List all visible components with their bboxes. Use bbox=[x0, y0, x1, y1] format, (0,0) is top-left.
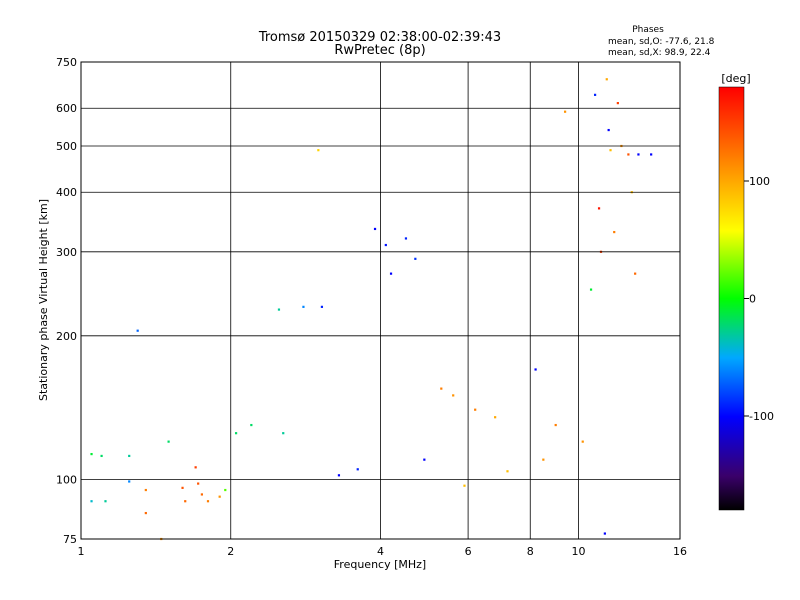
colorbar-label: [deg] bbox=[721, 72, 750, 85]
data-point bbox=[136, 329, 139, 332]
data-point bbox=[302, 305, 305, 308]
data-point bbox=[637, 153, 640, 156]
y-tick-label: 600 bbox=[56, 102, 77, 115]
data-point bbox=[414, 257, 417, 260]
data-point bbox=[167, 440, 170, 443]
x-tick-label: 10 bbox=[571, 545, 585, 558]
stats-x-mode: mean, sd,X: 98.9, 22.4 bbox=[608, 48, 711, 58]
data-point bbox=[90, 500, 93, 503]
stats-heading: Phases bbox=[632, 25, 664, 35]
x-tick-label: 8 bbox=[527, 545, 534, 558]
data-point bbox=[506, 470, 509, 473]
chart-subtitle: RwPretec (8p) bbox=[334, 43, 425, 58]
data-point bbox=[463, 484, 466, 487]
y-tick-label: 400 bbox=[56, 186, 77, 199]
data-point bbox=[320, 305, 324, 308]
data-point bbox=[181, 486, 184, 489]
data-point bbox=[494, 416, 497, 419]
data-point bbox=[597, 207, 601, 210]
data-point bbox=[616, 102, 619, 105]
x-tick-label: 2 bbox=[227, 545, 234, 558]
data-point bbox=[250, 423, 253, 427]
data-point bbox=[128, 480, 131, 483]
data-point bbox=[100, 454, 103, 458]
data-point bbox=[563, 110, 567, 113]
data-point bbox=[609, 149, 612, 152]
data-point bbox=[650, 153, 653, 156]
data-point bbox=[634, 272, 637, 275]
data-point bbox=[317, 149, 320, 152]
data-point bbox=[581, 440, 584, 443]
data-point bbox=[224, 488, 227, 492]
chart-title: Tromsø 20150329 02:38:00-02:39:43 bbox=[258, 30, 501, 45]
data-point bbox=[534, 368, 537, 371]
x-tick-label: 6 bbox=[465, 545, 472, 558]
data-point bbox=[197, 482, 200, 485]
data-point bbox=[404, 237, 408, 240]
data-point bbox=[234, 432, 238, 435]
data-point bbox=[104, 500, 107, 503]
data-point bbox=[589, 288, 593, 291]
data-point bbox=[194, 466, 197, 469]
x-tick-label: 1 bbox=[78, 545, 85, 558]
data-point bbox=[200, 493, 204, 496]
scatter-points bbox=[90, 78, 653, 541]
y-tick-label: 500 bbox=[56, 140, 77, 153]
data-point bbox=[554, 423, 557, 427]
data-point bbox=[144, 488, 147, 492]
data-point bbox=[474, 408, 477, 411]
data-point bbox=[128, 454, 131, 458]
data-point bbox=[206, 500, 210, 503]
colorbar-tick-label: -100 bbox=[749, 410, 774, 423]
y-tick-label: 750 bbox=[56, 56, 77, 69]
x-axis-label: Frequency [MHz] bbox=[334, 558, 426, 571]
data-point bbox=[613, 230, 616, 234]
data-point bbox=[184, 500, 187, 503]
data-point bbox=[607, 128, 610, 132]
data-point bbox=[603, 532, 606, 535]
data-point bbox=[277, 308, 281, 311]
y-axis-label: Stationary phase Virtual Height [km] bbox=[37, 199, 50, 401]
colorbar-tick-label: 100 bbox=[749, 175, 770, 188]
data-point bbox=[452, 394, 455, 397]
data-point bbox=[542, 458, 545, 461]
data-point bbox=[373, 227, 377, 231]
data-point bbox=[627, 153, 630, 156]
x-tick-label: 4 bbox=[377, 545, 384, 558]
data-point bbox=[423, 458, 426, 461]
x-axis-ticks: 1 2 4 6 8 10 16 bbox=[78, 545, 688, 558]
y-tick-label: 200 bbox=[56, 330, 77, 343]
data-point bbox=[337, 474, 341, 477]
data-point bbox=[389, 272, 393, 275]
y-tick-label: 300 bbox=[56, 246, 77, 259]
y-axis-ticks: 75 100 200 300 400 500 600 750 bbox=[56, 56, 77, 546]
colorbar-tick-label: 0 bbox=[749, 293, 756, 306]
data-point bbox=[440, 387, 443, 390]
colorbar bbox=[718, 86, 745, 511]
data-point bbox=[593, 93, 597, 96]
data-point bbox=[282, 432, 285, 435]
data-point bbox=[384, 243, 387, 247]
data-point bbox=[356, 468, 359, 471]
grid-lines bbox=[81, 62, 680, 539]
stats-o-mode: mean, sd,O: -77.6, 21.8 bbox=[608, 37, 715, 47]
data-point bbox=[90, 452, 93, 456]
x-tick-label: 16 bbox=[673, 545, 687, 558]
data-point bbox=[144, 511, 147, 515]
plot-frame bbox=[80, 61, 681, 540]
plot-border bbox=[80, 61, 681, 540]
y-tick-label: 100 bbox=[56, 473, 77, 486]
data-point bbox=[605, 78, 608, 81]
colorbar-ticks: 100 0 -100 bbox=[744, 175, 774, 423]
y-tick-label: 75 bbox=[63, 533, 77, 546]
data-point bbox=[218, 495, 221, 498]
